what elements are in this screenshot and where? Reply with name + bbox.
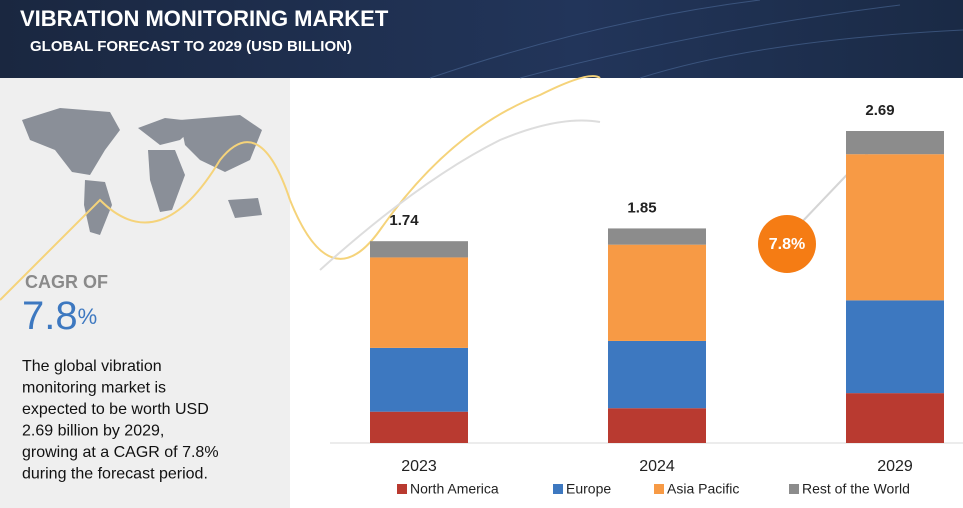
bar-segment [370, 347, 468, 412]
description-line: The global vibration [22, 358, 162, 375]
bar-segment [846, 393, 944, 443]
total-label: 2.69 [865, 102, 894, 119]
world-map [22, 108, 262, 235]
description-line: monitoring market is [22, 380, 166, 397]
title: VIBRATION MONITORING MARKET [20, 6, 389, 31]
subtitle: GLOBAL FORECAST TO 2029 (USD BILLION) [30, 38, 352, 55]
legend-label: Asia Pacific [667, 481, 739, 497]
legend-label: North America [410, 481, 499, 497]
cagr-badge-text: 7.8% [769, 236, 805, 253]
bar-segment [846, 154, 944, 301]
description-line: during the forecast period. [22, 466, 208, 483]
bar-segment [846, 131, 944, 155]
description: The global vibration monitoring market is… [22, 358, 219, 483]
cagr-badge [758, 215, 816, 273]
bar-segment [370, 411, 468, 443]
decor-curve [289, 75, 601, 260]
bar-segment [608, 244, 706, 341]
description-line: expected to be worth USD [22, 401, 209, 418]
total-label: 1.74 [389, 212, 419, 229]
decor-curve [319, 119, 601, 271]
bar-segment [846, 300, 944, 394]
cagr-label: CAGR OF [25, 272, 108, 292]
legend-swatch [397, 484, 407, 494]
bar-segment [370, 241, 468, 258]
x-tick-label: 2029 [877, 458, 913, 475]
bar-segment [370, 257, 468, 348]
header [0, 0, 963, 78]
cagr-value: 7.8% [22, 294, 97, 338]
bar-segment [608, 228, 706, 245]
legend-swatch [553, 484, 563, 494]
total-label: 1.85 [627, 199, 656, 216]
x-tick-label: 2024 [639, 458, 675, 475]
legend-swatch [654, 484, 664, 494]
legend-label: Rest of the World [802, 481, 910, 497]
bar-segment [608, 408, 706, 443]
cagr-number: 7.8 [22, 294, 78, 338]
x-tick-label: 2023 [401, 458, 437, 475]
legend-swatch [789, 484, 799, 494]
legend-label: Europe [566, 481, 611, 497]
bar-segment [608, 340, 706, 409]
description-line: 2.69 billion by 2029, [22, 423, 164, 440]
decor-curve [0, 141, 291, 301]
description-line: growing at a CAGR of 7.8% [22, 444, 219, 461]
cagr-unit: % [78, 304, 98, 329]
header-decoration [429, 0, 963, 79]
